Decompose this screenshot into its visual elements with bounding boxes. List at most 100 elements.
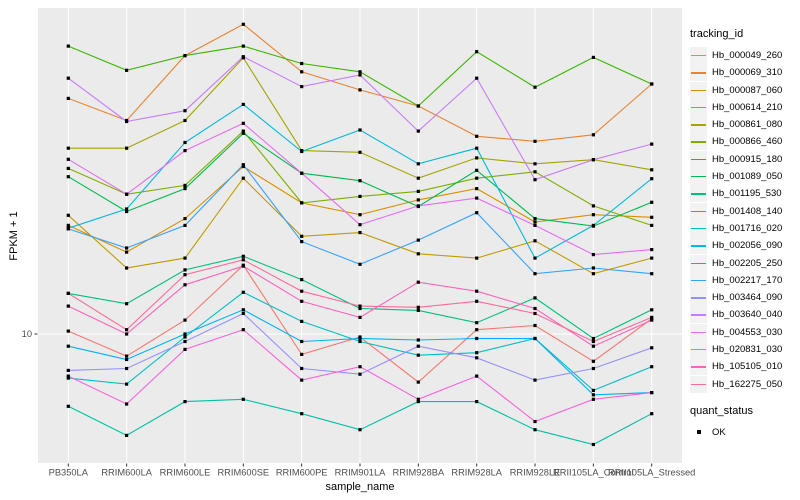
x-tick-label: RRIM600SE [217, 468, 269, 478]
data-point [358, 213, 362, 217]
data-point [183, 140, 187, 145]
data-point [66, 223, 70, 227]
data-point [300, 85, 304, 89]
legend-key-line-icon [691, 141, 706, 143]
legend-label: OK [712, 426, 726, 438]
legend-key-swatch [690, 358, 707, 376]
legend-key-line-icon [691, 297, 706, 299]
data-point [125, 328, 129, 332]
legend-label: Hb_000861_080 [712, 119, 783, 131]
data-point [533, 217, 537, 221]
data-point [533, 272, 537, 276]
data-point [533, 296, 537, 300]
legend-key-swatch [690, 81, 707, 99]
legend-key-swatch [690, 219, 707, 237]
legend-item-Hb_002205_250: Hb_002205_250 [690, 254, 798, 272]
legend-key-line-icon [691, 55, 706, 57]
data-point [475, 176, 479, 180]
data-point [300, 319, 304, 323]
data-point [416, 338, 420, 342]
legend-label: Hb_001195_530 [712, 188, 782, 200]
data-point [241, 264, 245, 268]
legend-key-line-icon [691, 331, 706, 334]
data-point [475, 400, 479, 404]
legend-label: Hb_002056_090 [712, 240, 783, 252]
legend-label: Hb_000087_060 [712, 84, 783, 96]
data-point [650, 346, 654, 350]
data-point [125, 382, 129, 386]
data-point [183, 187, 187, 191]
data-point [591, 266, 595, 270]
data-point [358, 315, 362, 319]
legend-key-line-icon [691, 314, 706, 316]
data-point [475, 168, 479, 172]
legend-key-line-icon [691, 383, 706, 386]
y-axis-title: FPKM + 1 [8, 211, 20, 261]
data-point [475, 374, 479, 378]
data-point [125, 207, 129, 211]
x-tick-label: RRIM928LA [451, 468, 502, 478]
legend-item-Hb_001408_140: Hb_001408_140 [690, 202, 798, 220]
data-point [533, 256, 537, 260]
data-point [183, 400, 187, 404]
data-point [66, 291, 70, 295]
data-point [125, 246, 129, 250]
legend-label: Hb_000049_260 [712, 50, 783, 61]
data-point [241, 55, 245, 59]
x-tick-label: RRIM600LE [160, 468, 211, 478]
data-point [66, 329, 70, 333]
data-point [650, 315, 654, 319]
x-tick-label: RRIM600PE [276, 468, 328, 478]
legend-key-line-icon [691, 158, 706, 161]
data-point [300, 240, 304, 244]
data-point [591, 272, 595, 276]
legend-title-tracking-id: tracking_id [690, 28, 744, 40]
data-point [183, 339, 187, 344]
data-point [125, 68, 129, 72]
data-point [241, 44, 245, 48]
data-point [591, 204, 595, 208]
data-point [183, 283, 187, 287]
x-tick-label: RRIM901LA [335, 468, 386, 478]
data-point [125, 302, 129, 306]
data-point [533, 311, 537, 316]
data-point [650, 200, 654, 204]
data-point [241, 102, 245, 106]
data-point [358, 194, 362, 198]
data-point [300, 201, 304, 205]
legend-key-swatch [690, 133, 707, 151]
data-point [241, 308, 245, 312]
data-point [66, 344, 70, 348]
data-point [475, 289, 479, 293]
data-point [241, 258, 245, 262]
legend-item-Hb_000614_210: Hb_000614_210 [690, 98, 798, 116]
data-point [416, 162, 420, 166]
legend-key-swatch [690, 168, 707, 186]
data-point [300, 378, 304, 382]
data-point [533, 162, 537, 166]
data-point [183, 332, 187, 336]
quant-ok-key [690, 424, 707, 441]
x-tick-label: RRII105LA_Control [553, 468, 634, 478]
data-point [533, 336, 537, 341]
data-point [300, 299, 304, 303]
data-point [650, 412, 654, 416]
legend-item-Hb_001089_050: Hb_001089_050 [690, 168, 798, 186]
legend-key-swatch [690, 271, 707, 289]
data-point [300, 61, 304, 66]
data-point [183, 223, 187, 227]
data-point [475, 156, 479, 160]
data-point [300, 149, 304, 154]
data-point [183, 256, 187, 260]
data-point [241, 176, 245, 180]
data-point [358, 88, 362, 92]
data-point [416, 204, 420, 208]
data-point [533, 85, 537, 89]
data-point [533, 419, 537, 424]
data-point [591, 223, 595, 227]
data-point [300, 278, 304, 282]
legend-key-line-icon [691, 227, 706, 230]
data-point [416, 400, 420, 404]
data-point [416, 129, 420, 133]
legend-label: Hb_001716_020 [712, 222, 783, 234]
